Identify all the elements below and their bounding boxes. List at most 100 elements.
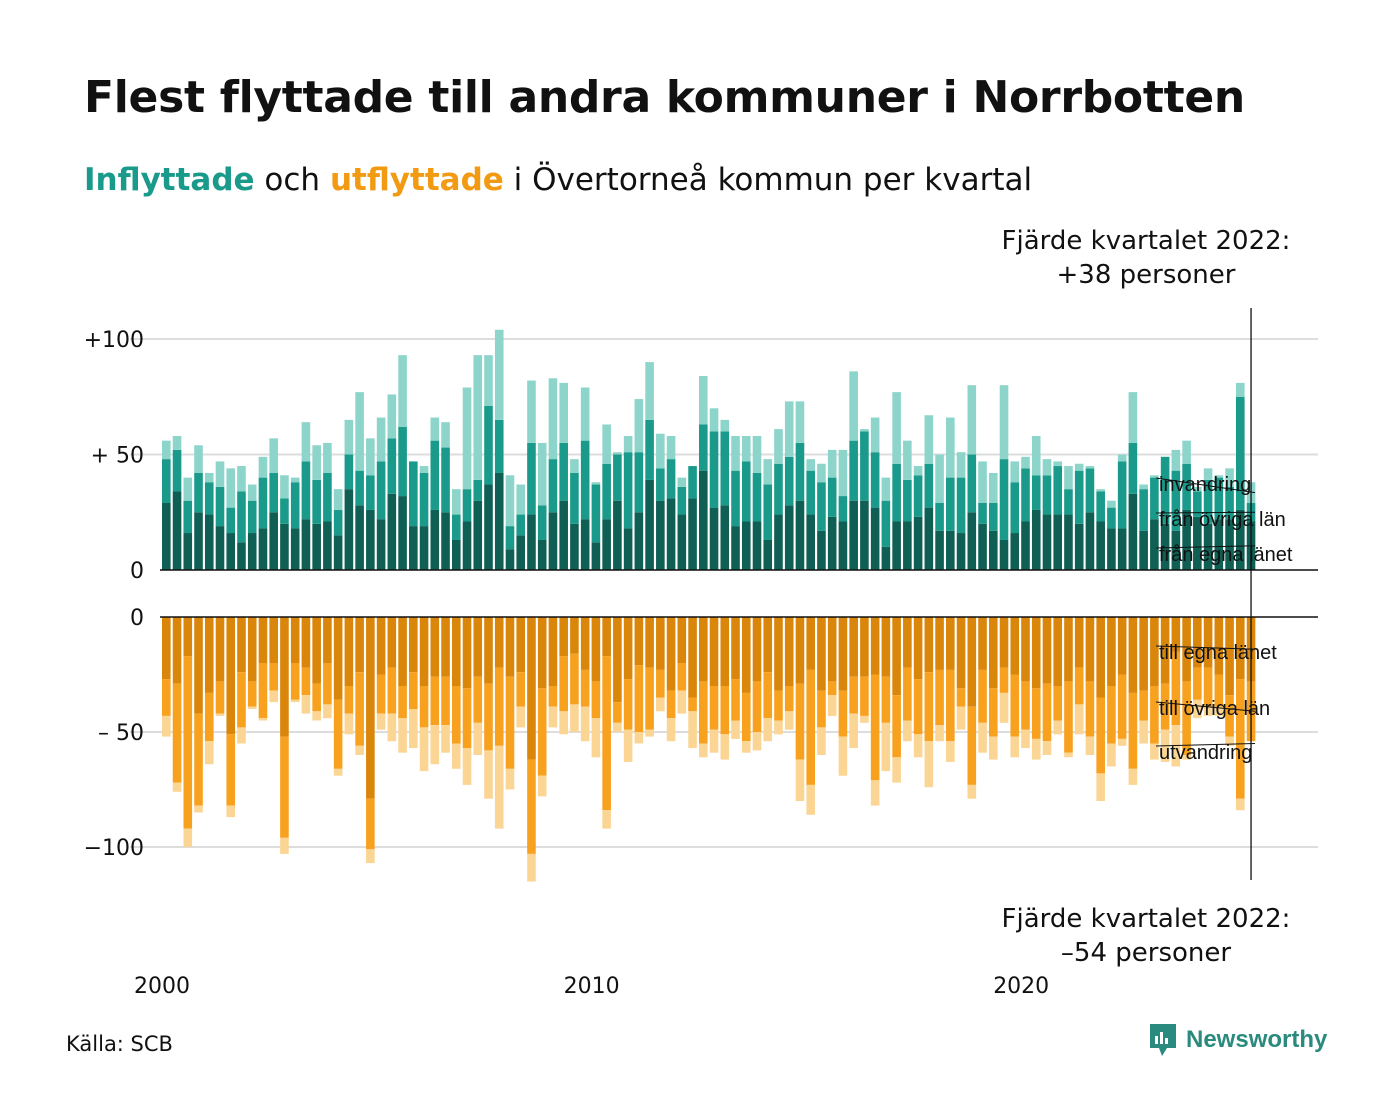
bar-out-0 (409, 617, 418, 673)
bar-in-2 (194, 445, 203, 473)
bar-out-2 (817, 727, 826, 755)
bar-out-0 (677, 617, 687, 663)
bar-in-1 (870, 452, 880, 508)
bar-in-0 (1128, 493, 1138, 570)
bar-out-0 (162, 617, 171, 680)
bar-in-1 (1010, 482, 1020, 534)
bar-in-1 (827, 477, 837, 517)
bar-in-1 (215, 486, 225, 527)
bar-in-1 (527, 442, 536, 515)
bar-out-1 (516, 672, 526, 707)
bar-out-2 (870, 780, 880, 806)
bar-in-2 (527, 380, 536, 443)
bar-out-1 (795, 683, 805, 760)
bar-out-2 (1225, 736, 1234, 746)
bar-in-2 (838, 449, 848, 497)
bar-in-2 (645, 362, 654, 420)
bar-out-2 (774, 720, 783, 735)
bar-in-1 (613, 454, 622, 501)
bar-out-1 (419, 686, 429, 728)
bar-in-2 (924, 415, 934, 464)
bar-out-2 (1214, 706, 1224, 716)
bar-out-0 (280, 617, 289, 737)
bar-in-1 (946, 477, 955, 531)
bar-out-0 (494, 617, 504, 668)
bar-out-0 (1096, 617, 1105, 698)
bar-out-0 (1225, 617, 1234, 696)
bar-out-0 (935, 617, 944, 670)
bar-out-1 (645, 667, 654, 730)
bar-out-0 (956, 617, 966, 689)
bar-in-2 (913, 466, 923, 476)
bar-out-0 (591, 617, 601, 682)
bar-out-0 (398, 617, 407, 686)
bar-in-2 (763, 459, 773, 485)
bar-out-1 (494, 667, 504, 746)
source-note: Källa: SCB (66, 1032, 173, 1056)
bar-in-0 (827, 516, 837, 570)
bar-out-0 (645, 617, 654, 668)
label-leader (1155, 511, 1256, 514)
bar-out-1 (752, 681, 762, 732)
y-tick-label-in: + 50 (91, 444, 144, 469)
bar-out-0 (978, 617, 987, 670)
bar-in-2 (613, 452, 622, 455)
bar-out-1 (355, 672, 364, 746)
bar-in-0 (1064, 514, 1073, 570)
bar-out-0 (613, 617, 622, 703)
bar-out-0 (1182, 617, 1191, 682)
bar-out-2 (237, 727, 246, 744)
bar-in-0 (462, 521, 472, 570)
bar-in-2 (999, 385, 1009, 460)
bar-in-0 (290, 528, 300, 570)
bar-in-1 (1193, 491, 1202, 517)
bar-in-0 (484, 484, 493, 570)
bar-out-0 (1085, 617, 1095, 682)
bar-out-2 (441, 725, 450, 753)
bar-in-1 (656, 468, 665, 501)
bar-out-2 (376, 713, 386, 730)
bar-in-2 (1117, 454, 1127, 462)
bar-in-1 (494, 419, 504, 473)
bar-out-2 (494, 745, 504, 829)
bar-out-1 (999, 667, 1009, 693)
bar-out-1 (1236, 679, 1245, 799)
series-label-out: till egna länet (1159, 642, 1277, 664)
bar-in-2 (484, 355, 493, 406)
bar-in-1 (344, 454, 354, 490)
bar-out-2 (194, 805, 203, 813)
bar-out-1 (280, 736, 289, 838)
bar-in-1 (162, 459, 171, 504)
bar-out-2 (795, 759, 805, 801)
bar-out-2 (430, 725, 440, 765)
bar-in-2 (323, 442, 332, 473)
bar-out-1 (1074, 667, 1084, 705)
bar-in-0 (892, 521, 901, 570)
bar-out-2 (677, 690, 687, 714)
bar-in-1 (537, 505, 547, 540)
bar-out-0 (1236, 617, 1245, 680)
bar-out-2 (978, 722, 987, 753)
bar-out-1 (817, 690, 826, 728)
bar-in-2 (301, 422, 311, 462)
bar-in-0 (774, 514, 783, 570)
bar-in-2 (1203, 468, 1213, 480)
bar-out-1 (290, 663, 300, 700)
subtitle-out-label: utflyttade (329, 162, 504, 198)
bar-in-1 (484, 405, 493, 485)
bar-in-1 (366, 475, 375, 510)
bar-in-0 (709, 507, 719, 570)
bar-out-1 (258, 663, 268, 719)
bar-in-2 (827, 449, 837, 478)
bar-in-1 (688, 466, 697, 499)
bar-out-1 (946, 669, 955, 742)
bar-in-0 (763, 539, 773, 570)
bar-in-0 (881, 546, 891, 570)
bar-out-0 (1139, 617, 1148, 691)
bar-out-1 (763, 672, 773, 719)
bar-in-1 (999, 459, 1009, 540)
bar-out-2 (849, 713, 858, 749)
bar-in-2 (226, 468, 236, 508)
bar-out-1 (677, 663, 687, 691)
bar-in-1 (183, 500, 193, 534)
